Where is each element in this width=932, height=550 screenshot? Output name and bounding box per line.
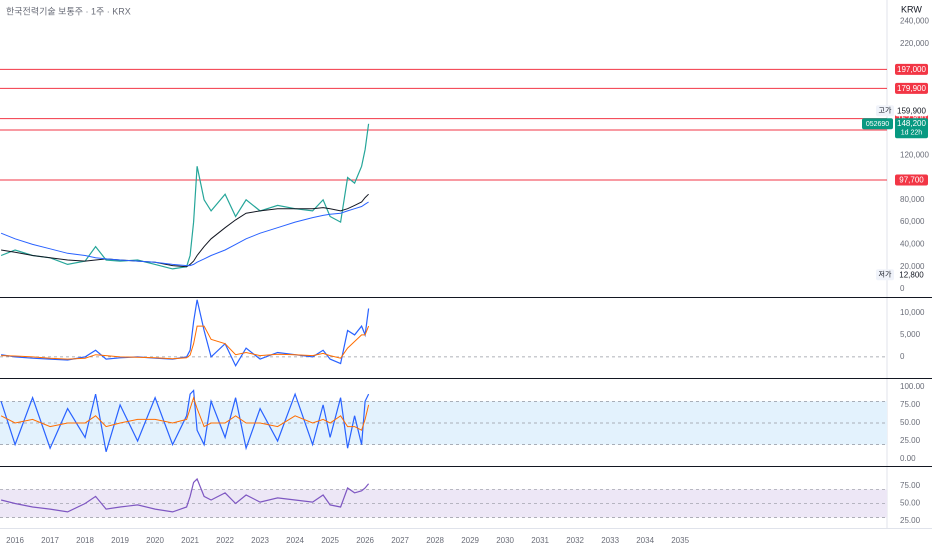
- price-tag: [895, 63, 928, 75]
- price-tag-label: 12,800: [899, 270, 924, 279]
- series-line: [0, 389, 370, 452]
- x-tick-label: 2032: [566, 536, 584, 545]
- x-tick-label: 2024: [286, 536, 304, 545]
- last-price: 148,200: [897, 119, 926, 128]
- chart-title: 한국전력기술 보통주 · 1주 · KRX: [6, 5, 131, 16]
- price-tag: [895, 269, 928, 281]
- x-tick-label: 2025: [321, 536, 339, 545]
- y-tick-label: 0: [900, 284, 905, 293]
- price-tag: [895, 105, 928, 117]
- y-tick-label: 0.00: [900, 454, 916, 463]
- x-tick-label: 2035: [671, 536, 689, 545]
- y-tick-label: 40,000: [900, 239, 925, 248]
- x-tick-label: 2017: [41, 536, 59, 545]
- series-line: [0, 396, 370, 431]
- x-tick-label: 2021: [181, 536, 199, 545]
- y-tick-label: 220,000: [900, 39, 929, 48]
- high-tag-label: 고가: [879, 106, 892, 115]
- low-tag-box: [876, 269, 894, 281]
- price-tag-label: 159,900: [897, 106, 926, 115]
- x-tick-label: 2016: [6, 536, 24, 545]
- y-tick-label: 25.00: [900, 516, 921, 525]
- high-tag-box: [876, 105, 894, 117]
- low-tag-label: 저가: [879, 270, 892, 279]
- x-tick-label: 2023: [251, 536, 269, 545]
- last-tag: [895, 118, 928, 139]
- x-tick-label: 2020: [146, 536, 164, 545]
- series-line: [1, 299, 370, 367]
- y-tick-label: 80,000: [900, 195, 925, 204]
- price-tag-label: 179,900: [897, 84, 926, 93]
- price-tag: [895, 174, 928, 186]
- symbol-label: 052690: [866, 121, 889, 128]
- series-line: [0, 477, 370, 513]
- y-tick-label: 25.00: [900, 436, 921, 445]
- y-tick-label: 100.00: [900, 382, 925, 391]
- series-line: [0, 201, 369, 267]
- price-tag-label: 97,700: [899, 176, 924, 185]
- x-tick-label: 2019: [111, 536, 129, 545]
- y-tick-label: 0: [900, 352, 905, 361]
- countdown: 1d 22h: [901, 130, 923, 137]
- x-tick-label: 2034: [636, 536, 654, 545]
- y-tick-label: 50.00: [900, 418, 921, 427]
- y-tick-label: 75.00: [900, 481, 921, 490]
- price-tag-label: 197,000: [897, 65, 926, 74]
- x-tick-label: 2026: [356, 536, 374, 545]
- x-tick-label: 2031: [531, 536, 549, 545]
- x-tick-label: 2033: [601, 536, 619, 545]
- symbol-tag: [862, 118, 893, 130]
- y-tick-label: 5,000: [900, 330, 921, 339]
- series-line: [1, 325, 370, 360]
- y-tick-label: 10,000: [900, 308, 925, 317]
- x-tick-label: 2029: [461, 536, 479, 545]
- x-tick-label: 2028: [426, 536, 444, 545]
- y-tick-label: 20,000: [900, 262, 925, 271]
- series-line: [1, 193, 369, 268]
- x-tick-label: 2030: [496, 536, 514, 545]
- x-tick-label: 2022: [216, 536, 234, 545]
- x-tick-label: 2018: [76, 536, 94, 545]
- x-tick-label: 2027: [391, 536, 409, 545]
- series-line: [0, 123, 370, 270]
- y-tick-label: 60,000: [900, 217, 925, 226]
- price-tag: [895, 82, 928, 94]
- currency: KRW: [901, 4, 922, 14]
- y-tick-label: 75.00: [900, 400, 921, 409]
- y-tick-label: 120,000: [900, 150, 929, 159]
- y-tick-label: 50.00: [900, 499, 921, 508]
- y-tick-label: 240,000: [900, 17, 929, 26]
